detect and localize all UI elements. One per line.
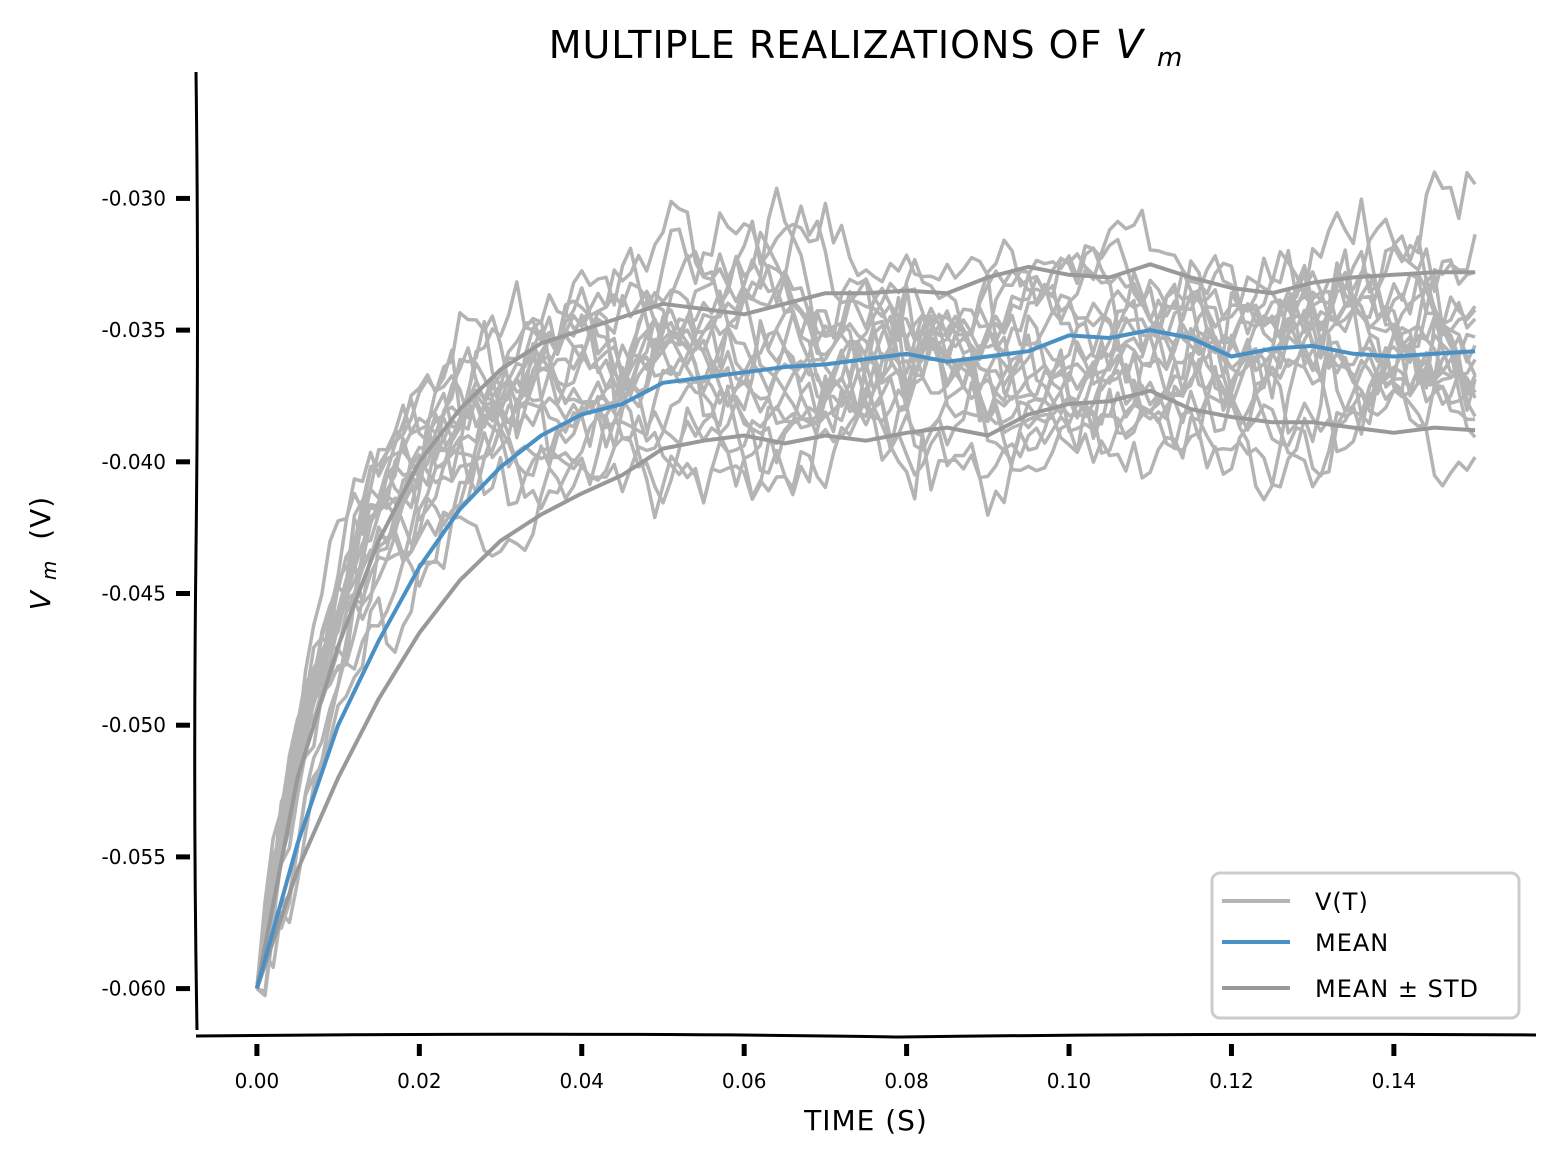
chart-title-math: V — [1116, 22, 1146, 68]
y-axis-spine — [193, 71, 199, 1031]
chart-title-main: MULTIPLE REALIZATIONS OF — [549, 23, 1116, 67]
y-tick-label: -0.040 — [102, 450, 166, 474]
x-axis-label: TIME (S) — [803, 1104, 928, 1137]
series-line-mean-std — [254, 262, 1476, 989]
legend-label-vt: V(T) — [1315, 888, 1369, 916]
y-axis-label-math: V — [24, 589, 57, 610]
realization-line-1 — [255, 346, 1477, 998]
series-layer — [254, 170, 1477, 998]
x-tick-label: 0.10 — [1047, 1069, 1092, 1093]
legend-box — [1210, 871, 1521, 1020]
x-axis-spine — [195, 1032, 1537, 1039]
x-tick-label: 0.08 — [884, 1069, 929, 1093]
y-tick-label: -0.060 — [102, 977, 166, 1001]
y-tick-label: -0.045 — [102, 582, 166, 606]
x-tick-label: 0.06 — [722, 1069, 767, 1093]
legend: V(T) MEAN MEAN ± STD — [1210, 871, 1521, 1020]
realization-line-19 — [255, 246, 1477, 989]
series-line-mean — [254, 328, 1476, 990]
realization-line-14 — [255, 280, 1477, 989]
x-tick-label: 0.14 — [1372, 1069, 1417, 1093]
y-tick-label: -0.055 — [102, 845, 166, 869]
chart-title-math-sub: m — [1157, 43, 1183, 73]
y-axis-label-unit: (V) — [24, 496, 57, 540]
realization-line-11 — [255, 217, 1476, 989]
x-tick-label: 0.04 — [559, 1069, 604, 1093]
x-tick-label: 0.12 — [1209, 1069, 1254, 1093]
realization-line-4 — [255, 204, 1477, 989]
x-tick-label: 0.02 — [397, 1069, 442, 1093]
y-tick-label: -0.030 — [102, 186, 166, 210]
y-tick-label: -0.035 — [102, 318, 166, 342]
chart-title: MULTIPLE REALIZATIONS OF V m — [549, 22, 1184, 73]
realization-line-5 — [255, 201, 1477, 989]
ticks-layer: 0.00 0.02 0.04 0.06 0.08 0.10 0.12 0.14 -0.060 -0… — [102, 186, 1417, 1093]
realization-line-12 — [256, 314, 1476, 994]
legend-label-mean: MEAN — [1315, 929, 1389, 957]
y-axis-label: V m (V) — [24, 496, 63, 610]
y-axis-label-math-sub: m — [37, 560, 61, 580]
realization-line-16 — [255, 288, 1476, 989]
series-line-mean-std — [255, 388, 1476, 990]
realization-line-7 — [255, 323, 1477, 989]
legend-label-std: MEAN ± STD — [1315, 975, 1479, 1003]
y-tick-label: -0.050 — [102, 713, 166, 737]
x-tick-label: 0.00 — [235, 1069, 280, 1093]
